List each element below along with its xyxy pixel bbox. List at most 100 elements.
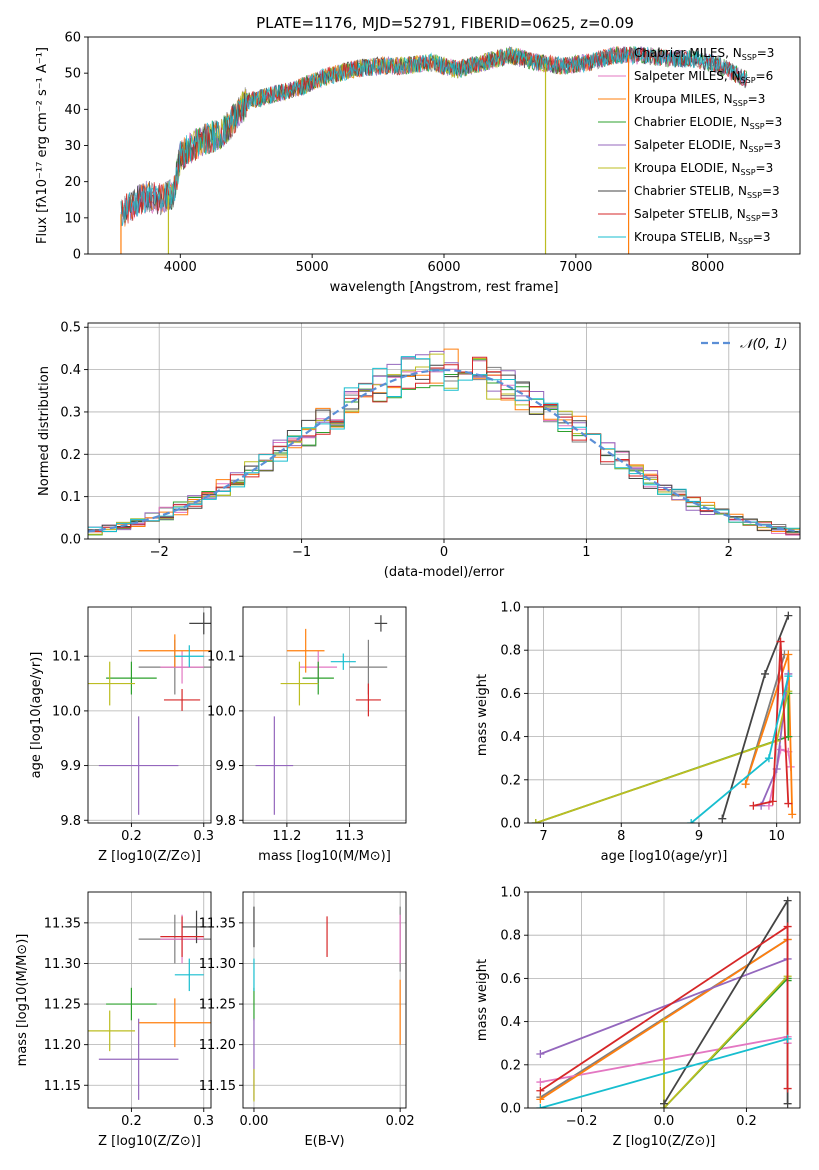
plot-area-mass_weight_vs_age: [531, 611, 797, 823]
x-tick-label: 8000: [691, 260, 724, 275]
x-tick-label: 0.00: [239, 1114, 268, 1129]
legend-label-text: Kroupa STELIB, N: [634, 230, 738, 244]
legend-label-num: =3: [748, 92, 766, 106]
mass-weight-marker: [784, 650, 793, 659]
y-tick-label: 0.1: [60, 490, 81, 505]
legend-label: Salpeter ELODIE, NSSP=3: [634, 138, 781, 154]
y-tick-label: 0.8: [500, 929, 521, 944]
y-tick-label: 9.8: [60, 814, 81, 829]
data-point: [355, 683, 381, 717]
y-tick-label: 0.2: [500, 773, 521, 788]
mass-weight-marker: [776, 745, 785, 754]
y-axis-label: Flux [fλ10⁻¹⁷ erg cm⁻² s⁻¹ A⁻¹]: [35, 47, 50, 244]
y-tick-label: 11.20: [44, 1038, 81, 1053]
y-tick-label: 11.30: [199, 957, 236, 972]
data-point: [138, 634, 211, 668]
axes-mass_vs_ebv: 0.00 0.02 11.15 11.20 11.25 11.30 11.35 E(B-V): [199, 891, 415, 1149]
y-tick-label: 0.3: [60, 405, 81, 420]
y-axis-label: mass weight: [475, 674, 490, 756]
data-point: [160, 916, 204, 957]
y-tick-label: 40: [64, 103, 81, 118]
legend-label-sub: SSP: [748, 145, 763, 154]
data-point: [138, 998, 211, 1048]
data-point: [98, 716, 179, 815]
axes-mass_weight_vs_age: 7 8 9 10 0.0 0.2 0.4 0.6 0.8 1.0 age [log10(age/yr…: [475, 601, 801, 864]
legend-label-num: =3: [753, 230, 771, 244]
mass-weight-marker: [761, 669, 770, 678]
mass-weight-marker: [784, 611, 793, 620]
y-tick-label: 11.30: [44, 957, 81, 972]
data-point: [88, 1010, 136, 1052]
x-tick-label: 0.3: [193, 829, 214, 844]
y-tick-label: 0.0: [500, 817, 521, 832]
y-tick-label: 0.8: [500, 644, 521, 659]
x-axis-label: Z [log10(Z/Z⊙)]: [98, 1134, 201, 1149]
x-tick-label: 0.2: [121, 829, 142, 844]
legend-label-text: Chabrier MILES, N: [634, 46, 742, 60]
y-axis-label: age [log10(age/yr)]: [29, 652, 44, 779]
mass-weight-line: [535, 693, 790, 823]
y-tick-label: 0.2: [60, 448, 81, 463]
legend-label-text: Salpeter MILES, N: [634, 69, 741, 83]
x-axis-label: E(B-V): [304, 1134, 344, 1149]
legend-label: Chabrier ELODIE, NSSP=3: [634, 115, 782, 131]
mass-weight-marker: [783, 896, 792, 905]
axes-frame: [87, 891, 212, 1109]
axes-frame: [87, 606, 212, 824]
y-tick-label: 9.9: [215, 759, 236, 774]
mass-weight-marker: [536, 1078, 545, 1087]
plot-area-mass_vs_ebv: [253, 906, 401, 1102]
y-tick-label: 0.2: [500, 1058, 521, 1073]
mass-weight-marker: [757, 801, 766, 810]
legend-label-sub: SSP: [742, 53, 757, 62]
y-tick-label: 0.5: [60, 321, 81, 336]
x-axis-label: Z [log10(Z/Z⊙)]: [98, 849, 201, 864]
y-tick-label: 9.9: [60, 759, 81, 774]
legend-label: Kroupa ELODIE, NSSP=3: [634, 161, 773, 177]
legend-label-text: Kroupa ELODIE, N: [634, 161, 741, 175]
x-axis-label: mass [log10(M/M⊙)]: [258, 849, 391, 864]
y-tick-label: 0.0: [60, 533, 81, 548]
legend-label-sub: SSP: [733, 99, 748, 108]
legend-label: Chabrier STELIB, NSSP=3: [634, 184, 780, 200]
data-point: [330, 653, 356, 670]
mass-weight-line: [540, 958, 788, 1055]
x-axis-label: Z [log10(Z/Z⊙)]: [613, 1134, 716, 1149]
legend-label-num: =3: [762, 184, 780, 198]
axes-frame: [527, 606, 801, 824]
legend-label: 𝒩(0, 1): [740, 337, 787, 352]
legend-label-sub: SSP: [741, 76, 756, 85]
figure-title: PLATE=1176, MJD=52791, FIBERID=0625, z=0…: [256, 14, 634, 32]
x-tick-label: 0: [440, 545, 448, 560]
y-tick-label: 11.15: [199, 1079, 236, 1094]
legend-label-sub: SSP: [741, 168, 756, 177]
axes-spectrum: 4000 5000 6000 7000 8000 0 10 20 30 40 50 60 wavelen…: [35, 31, 801, 295]
legend-label-sub: SSP: [747, 191, 762, 200]
y-tick-label: 11.35: [199, 916, 236, 931]
plot-area-age_vs_mass: [255, 615, 388, 815]
legend-label-num: =3: [756, 161, 774, 175]
y-tick-label: 10.0: [52, 704, 81, 719]
y-tick-label: 30: [64, 139, 81, 154]
data-point: [106, 987, 157, 1021]
legend-label-sub: SSP: [746, 214, 761, 223]
x-tick-label: 7: [539, 829, 547, 844]
y-tick-label: 0.0: [500, 1102, 521, 1117]
data-point: [189, 612, 211, 635]
y-axis-label: mass weight: [475, 959, 490, 1041]
legend-label-sub: SSP: [750, 122, 765, 131]
x-tick-label: 2: [725, 545, 733, 560]
legend-label: Kroupa STELIB, NSSP=3: [634, 230, 771, 246]
x-tick-label: 0.02: [386, 1114, 415, 1129]
data-point: [174, 645, 204, 668]
y-axis-label: mass [log10(M/M⊙)]: [15, 934, 30, 1067]
mass-weight-marker: [784, 672, 793, 681]
data-point: [374, 615, 388, 632]
mass-weight-line: [663, 975, 789, 1108]
y-tick-label: 9.8: [215, 814, 236, 829]
y-tick-label: 0.6: [500, 972, 521, 987]
x-axis-label: (data-model)/error: [384, 565, 505, 580]
x-tick-label: 5000: [296, 260, 329, 275]
